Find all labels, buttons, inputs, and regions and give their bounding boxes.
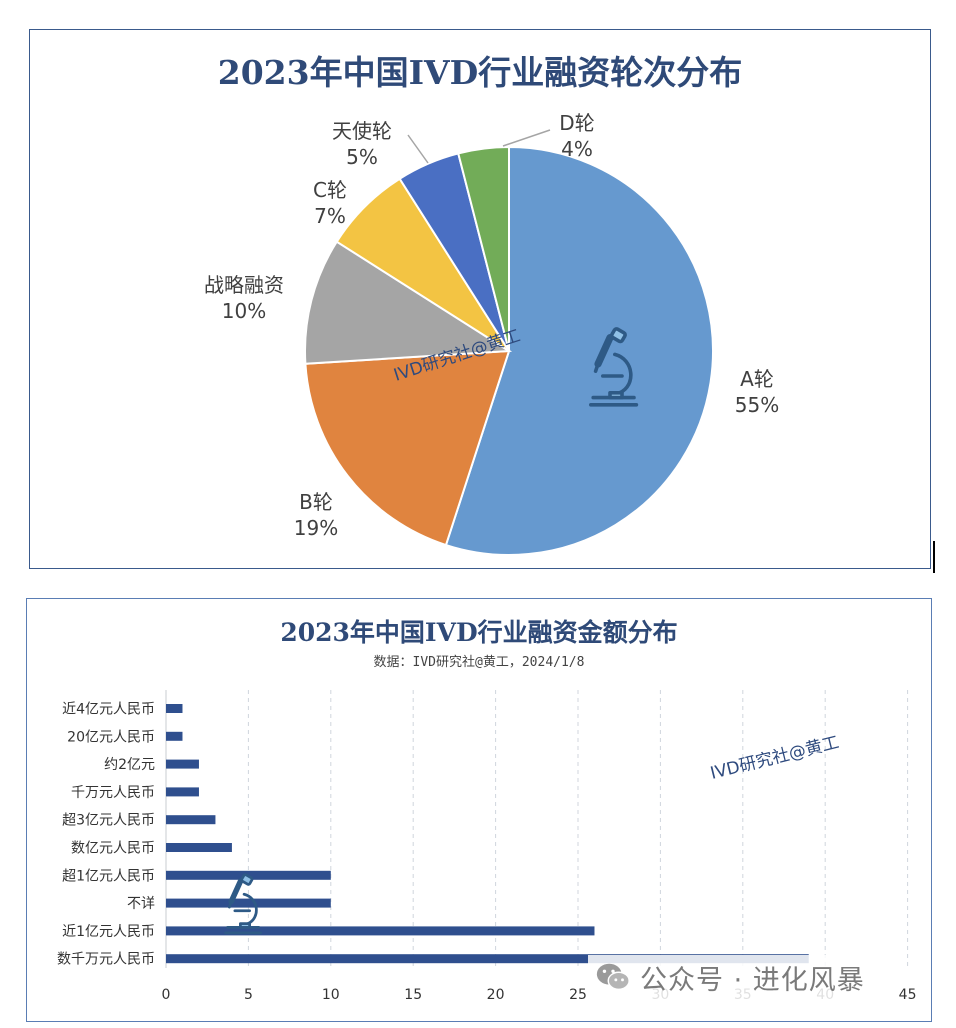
category-label: 数千万元人民币 [57,952,155,968]
bar-chart-panel: 2023年中国IVD行业融资金额分布 数据：IVD研究社@黄工，2024/1/8 [26,598,932,1022]
category-label: 超1亿元人民币 [62,868,155,884]
pie-microscope-icon [589,327,639,407]
pie-slice-label: C轮 [313,178,347,202]
category-label: 近1亿元人民币 [62,924,155,940]
category-label: 千万元人民币 [71,785,155,801]
footer-text: 公众号 · 进化风暴 [640,964,865,996]
bar [166,731,183,741]
text-cursor [933,541,935,573]
bar-microscope-icon [224,873,263,935]
microscope-arm [613,352,633,395]
bar [166,759,199,769]
pie-slice-percent: 19% [294,516,338,540]
category-label: 20亿元人民币 [67,729,155,745]
x-tick-label: 15 [404,987,422,1003]
bar [166,898,331,908]
x-tick-label: 45 [899,987,917,1003]
x-tick-label: 10 [322,987,340,1003]
wechat-icon [596,963,630,991]
category-label: 约2亿元 [104,757,155,773]
pie-slice-label: 天使轮 [332,119,392,143]
x-tick-label: 5 [244,987,253,1003]
pie-slice-label: D轮 [559,111,594,135]
microscope-tube [228,878,244,905]
category-label: 超3亿元人民币 [62,813,155,829]
microscope-eyepiece [609,327,627,344]
bar [166,926,595,936]
pie-slice [457,145,510,352]
pie-slice-percent: 10% [222,299,266,323]
microscope-tube [594,334,614,368]
microscope-arm [242,892,258,926]
bar [166,704,183,713]
pie-slice [444,145,714,556]
bar [166,787,199,797]
category-label: 数亿元人民币 [71,841,155,857]
leader-line-d [502,129,551,147]
microscope-foot [239,922,251,929]
microscope-eyepiece [240,873,254,886]
microscope-lens [227,900,233,909]
microscope-foot [608,391,624,400]
pie-slice [304,240,513,365]
pie-slice-percent: 55% [735,393,779,417]
x-tick-label: 0 [162,987,171,1003]
bar [166,815,216,825]
bar-watermark: IVD研究社@黄工 [708,733,841,784]
bar-chart-title: 2023年中国IVD行业融资金额分布 [280,618,678,647]
pie-slice-percent: 7% [314,204,346,228]
microscope-lens [593,362,600,374]
bar [166,843,232,852]
bar [166,954,809,964]
leader-line-angel [407,134,429,164]
pie-slice-label: A轮 [740,367,774,391]
x-tick-label: 20 [487,987,505,1003]
pie-slice [304,349,511,547]
pie-chart-title: 2023年中国IVD行业融资轮次分布 [217,53,743,92]
bar-chart-subtitle: 数据：IVD研究社@黄工，2024/1/8 [373,655,585,670]
x-tick-label: 25 [569,987,587,1003]
category-label: 近4亿元人民币 [62,702,155,718]
footer-watermark: 公众号 · 进化风暴 [588,955,865,999]
pie-slice-label: B轮 [299,490,333,514]
pie-slice-label: 战略融资 [204,273,284,297]
pie-slice-percent: 5% [346,145,378,169]
category-label: 不详 [127,896,155,912]
pie-slice-percent: 4% [561,137,593,161]
